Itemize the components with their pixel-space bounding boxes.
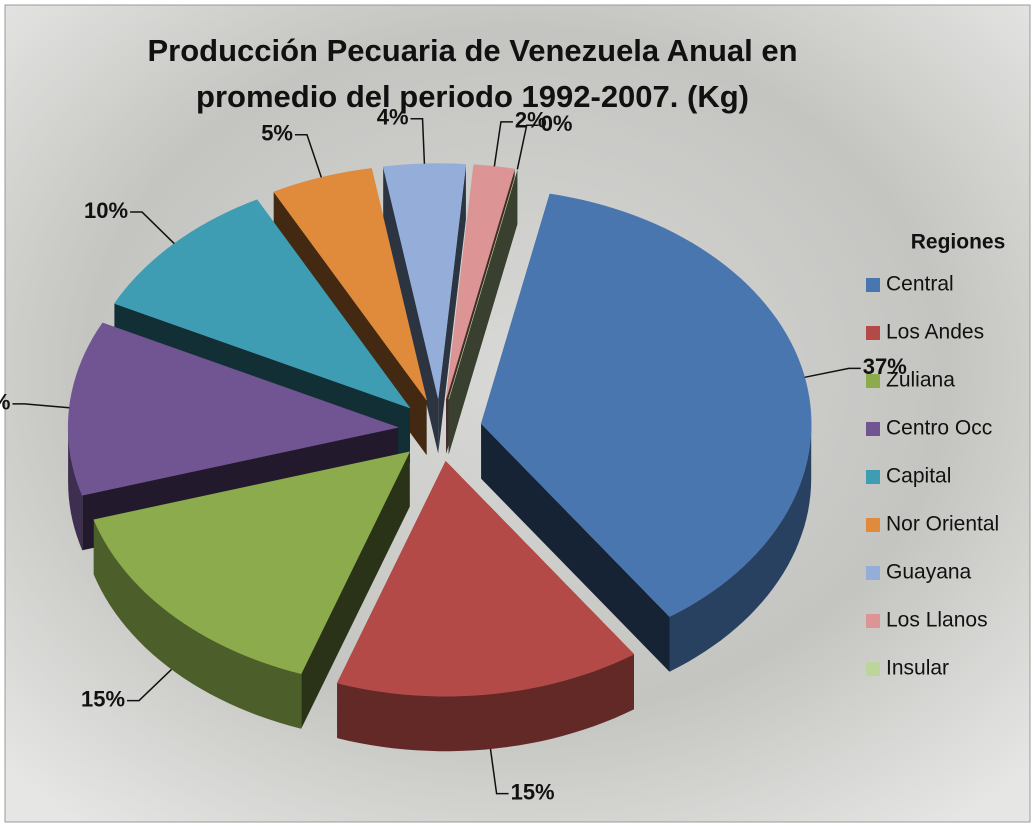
legend-swatch	[866, 518, 880, 532]
legend-label: Nor Oriental	[886, 513, 999, 536]
legend-label: Capital	[886, 465, 951, 488]
data-label: 15%	[511, 779, 555, 804]
legend-swatch	[866, 566, 880, 580]
legend-label: Los Llanos	[886, 609, 988, 632]
legend-swatch	[866, 278, 880, 292]
data-label: 5%	[261, 121, 293, 146]
legend-label: Central	[886, 273, 954, 296]
legend-swatch	[866, 374, 880, 388]
data-label: 10%	[84, 198, 128, 223]
legend-swatch	[866, 422, 880, 436]
legend-swatch	[866, 662, 880, 676]
page: Regiones 37%15%15%12%10%5%4%2%0%CentralL…	[0, 0, 1036, 828]
legend-swatch	[866, 326, 880, 340]
legend-swatch	[866, 470, 880, 484]
legend-label: Insular	[886, 657, 949, 680]
data-label: 15%	[81, 686, 125, 711]
chart-title: Producción Pecuaria de Venezuela Anual e…	[120, 28, 825, 120]
data-label: 12%	[0, 390, 10, 415]
chart: Regiones 37%15%15%12%10%5%4%2%0%CentralL…	[0, 0, 1036, 828]
legend-title: Regiones	[911, 231, 1006, 254]
legend-swatch	[866, 614, 880, 628]
legend-label: Centro Occ	[886, 417, 992, 440]
legend-label: Zuliana	[886, 369, 955, 392]
legend-label: Guayana	[886, 561, 972, 584]
legend-label: Los Andes	[886, 321, 984, 344]
